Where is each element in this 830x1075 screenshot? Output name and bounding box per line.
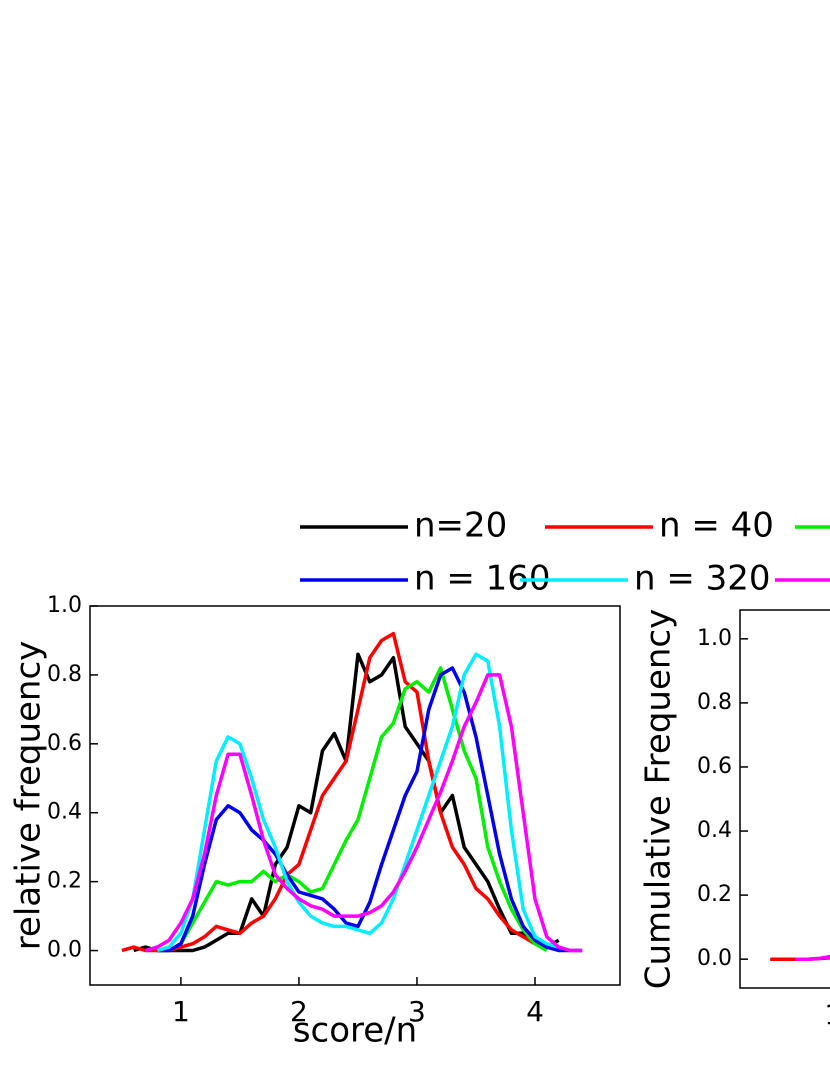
y-tick-label: 0.2 xyxy=(47,869,82,894)
series-line xyxy=(156,652,571,953)
y-axis-title: Cumulative Frequency xyxy=(639,609,679,990)
x-tick-label: 3 xyxy=(408,995,426,1028)
y-tick-label: 0.6 xyxy=(47,731,82,756)
legend-label: n=20 xyxy=(414,506,507,546)
y-tick-label: 0.4 xyxy=(47,800,82,825)
y-tick-label: 0.8 xyxy=(697,690,732,715)
x-tick-label: 1 xyxy=(824,998,830,1031)
y-tick-label: 0.0 xyxy=(697,946,732,971)
x-tick-label: 1 xyxy=(172,995,190,1028)
x-tick-label: 4 xyxy=(526,995,544,1028)
y-tick-label: 1.0 xyxy=(47,593,82,618)
legend-label: n = 320 xyxy=(634,559,771,599)
series-line xyxy=(795,954,830,961)
series-line xyxy=(145,673,583,953)
plot-frame xyxy=(89,605,621,986)
x-tick-label: 2 xyxy=(290,995,308,1028)
y-axis-title: relative frequency xyxy=(9,641,49,951)
y-tick-label: 0.6 xyxy=(697,754,732,779)
series-line xyxy=(157,666,583,953)
legend-label: n = 40 xyxy=(659,506,774,546)
x-axis-title: score/n xyxy=(293,1011,417,1051)
series-line xyxy=(121,631,548,953)
plot-frame xyxy=(739,609,830,989)
series-line xyxy=(157,666,548,953)
y-tick-label: 0.8 xyxy=(47,662,82,687)
y-tick-label: 0.2 xyxy=(697,882,732,907)
y-tick-label: 1.0 xyxy=(697,626,732,651)
y-tick-label: 0.4 xyxy=(697,818,732,843)
y-tick-label: 0.0 xyxy=(47,938,82,963)
